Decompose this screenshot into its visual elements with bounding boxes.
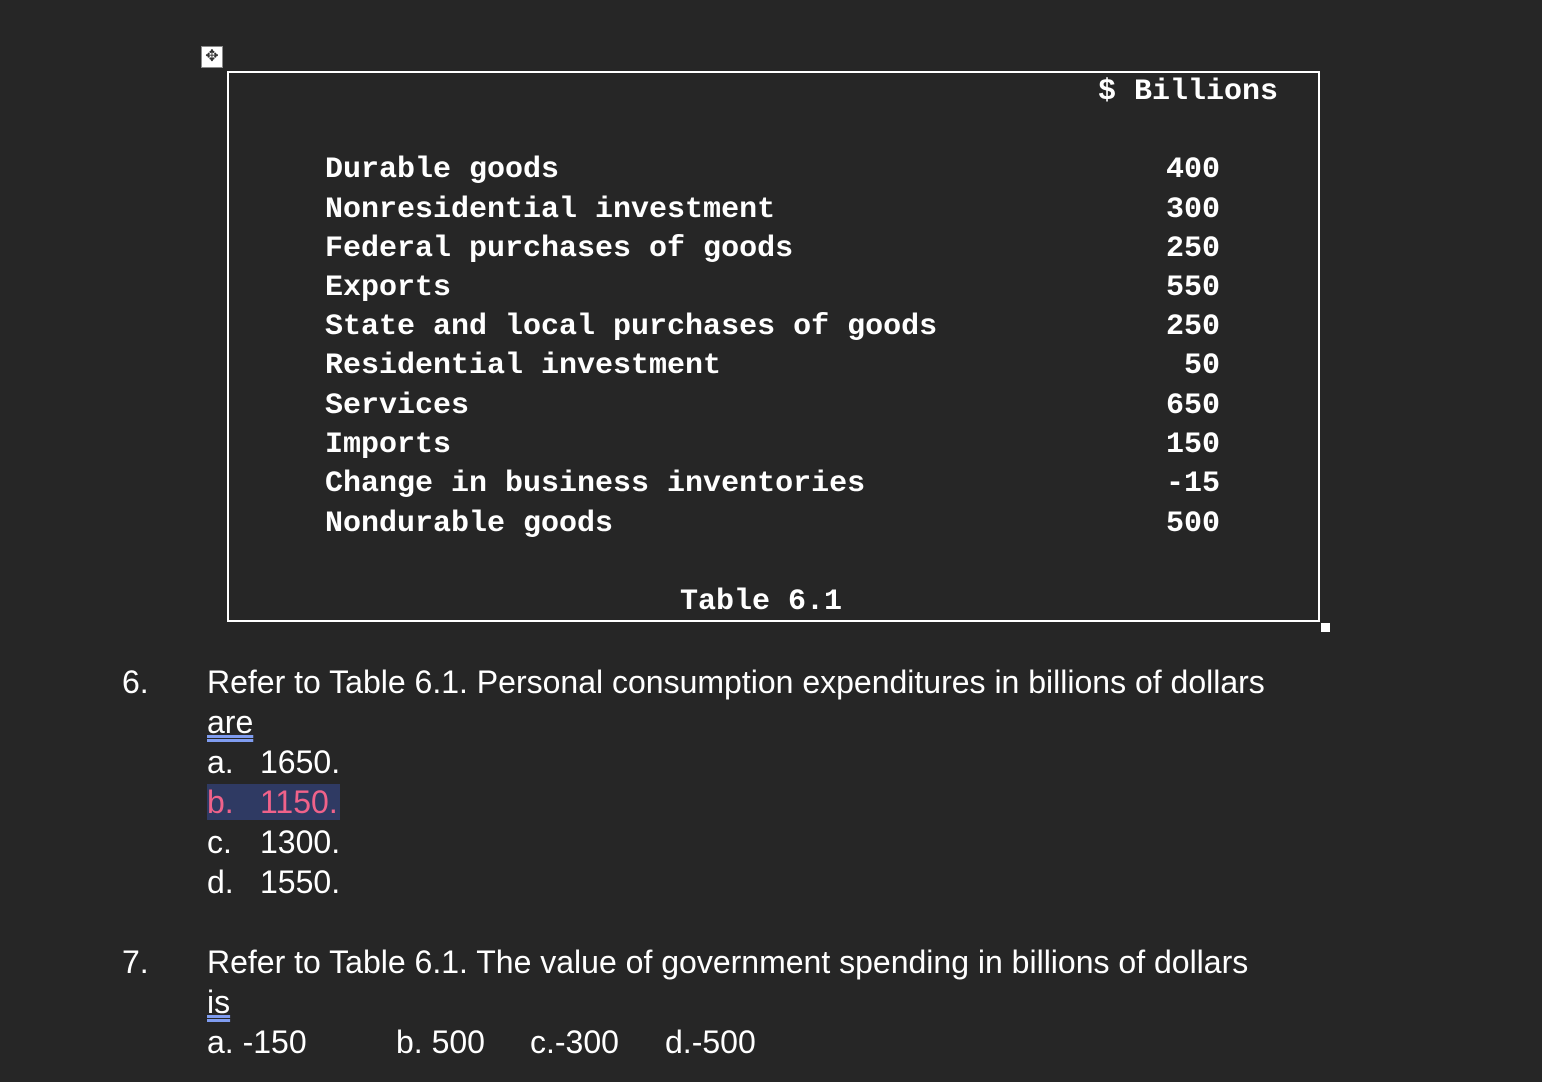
question-text: Refer to Table 6.1. The value of governm…: [207, 944, 1249, 980]
answer-choice[interactable]: b. 500: [396, 1024, 485, 1060]
choice-text: 1300.: [260, 824, 341, 860]
choice-letter: a.: [207, 744, 234, 780]
question-number: 6.: [122, 664, 149, 700]
table-row-label: Nondurable goods: [325, 507, 614, 541]
answer-choice[interactable]: c.-300: [530, 1024, 619, 1060]
table-row-value: 50: [1183, 349, 1220, 383]
choice-letter: b.: [207, 784, 234, 820]
table-row-value: 300: [1165, 193, 1220, 227]
table-row-label: Nonresidential investment: [325, 193, 776, 227]
answer-choice[interactable]: c. 1300.: [207, 822, 340, 862]
table-caption: Table 6.1: [680, 585, 843, 619]
table-row-value: 500: [1165, 507, 1220, 541]
answer-choice-selected[interactable]: b. 1150.: [207, 782, 340, 822]
table-row-label: Change in business inventories: [325, 467, 866, 501]
table-row-label: Federal purchases of goods: [325, 232, 794, 266]
choice-text: 1550.: [260, 864, 341, 900]
table-move-handle-icon[interactable]: ✥: [201, 46, 223, 68]
table-row-value: 150: [1165, 428, 1220, 462]
question-text: Refer to Table 6.1. Personal consumption…: [207, 664, 1265, 700]
table-row-label: Exports: [325, 271, 452, 305]
answer-choice[interactable]: d. 1550.: [207, 862, 340, 902]
table-header-billions: $ Billions: [1098, 75, 1279, 109]
table-resize-handle-icon[interactable]: [1321, 623, 1330, 632]
answer-choice[interactable]: d.-500: [665, 1024, 756, 1060]
table-row-value: -15: [1165, 467, 1220, 501]
choice-letter: c.: [207, 824, 232, 860]
table-row-value: 650: [1165, 389, 1220, 423]
table-row-value: 250: [1165, 232, 1220, 266]
table-row-value: 550: [1165, 271, 1220, 305]
table-row-label: Durable goods: [325, 153, 560, 187]
choice-letter: d.: [207, 864, 234, 900]
table-row-label: Residential investment: [325, 349, 722, 383]
choice-text: 1650.: [260, 744, 341, 780]
question-text-continued: are: [207, 704, 254, 740]
choice-text: 1150.: [260, 784, 338, 820]
data-table: [227, 71, 1320, 622]
table-row-label: Services: [325, 389, 470, 423]
table-row-label: State and local purchases of goods: [325, 310, 938, 344]
table-row-label: Imports: [325, 428, 452, 462]
question-text-continued: is: [207, 984, 231, 1020]
question-number: 7.: [122, 944, 149, 980]
answer-choice[interactable]: a. 1650.: [207, 742, 340, 782]
table-row-value: 250: [1165, 310, 1220, 344]
table-row-value: 400: [1165, 153, 1220, 187]
answer-choice[interactable]: a. -150: [207, 1024, 307, 1060]
